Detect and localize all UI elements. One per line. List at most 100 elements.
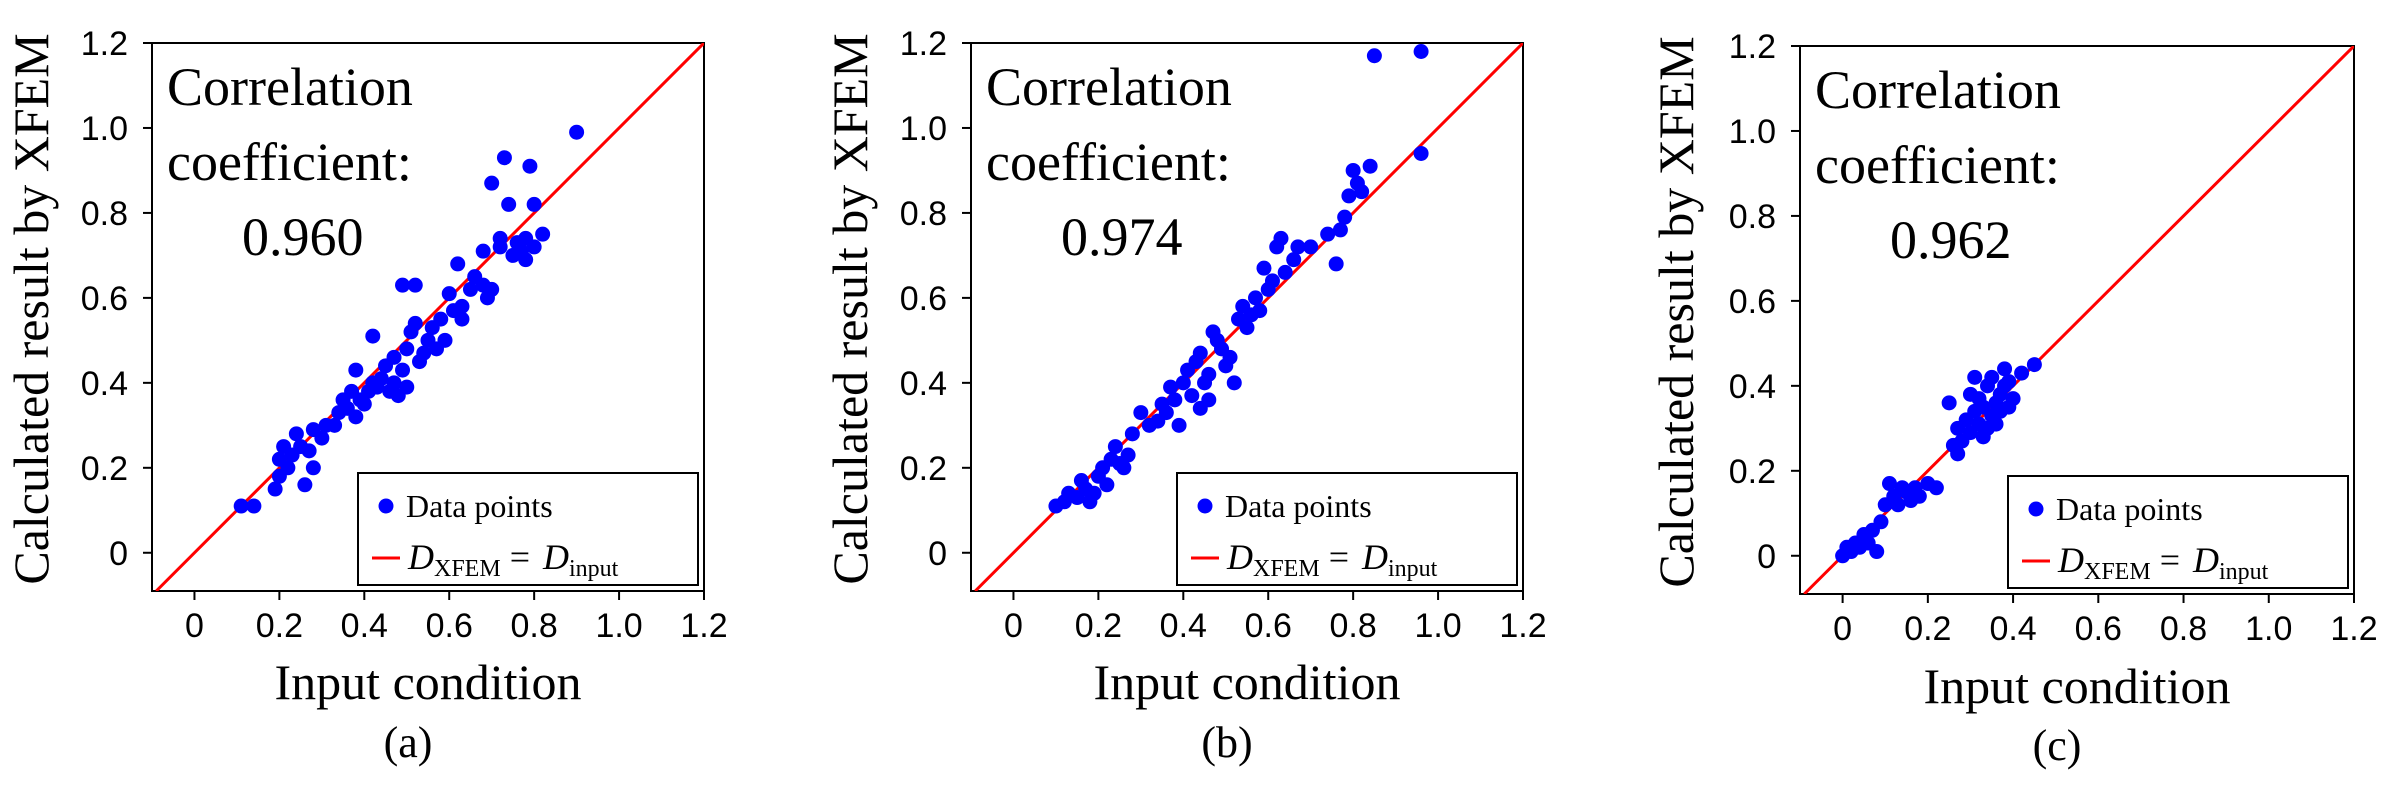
correlation-label: coefficient:: [1815, 135, 2060, 195]
x-axis-title: Input condition: [275, 654, 582, 710]
scatter-panel-b: 0 0.2 0.4 0.6 0.8 1.0 1.2 0 0.2 0.4 0.6 0.8 1.0 1.2 Co…: [822, 25, 1547, 767]
y-axis-title: Calculated result by XFEM: [1648, 36, 1704, 587]
y-tick-label: 1.0: [1729, 113, 1776, 151]
legend-box: [357, 472, 699, 586]
data-point: [348, 362, 364, 378]
x-tick-label: 0: [1833, 610, 1852, 648]
data-point: [1950, 446, 1966, 462]
data-point: [1997, 361, 2013, 377]
correlation-label: Correlation: [986, 57, 1232, 117]
data-point: [450, 256, 466, 272]
scatter-panel-a: 0 0.2 0.4 0.6 0.8 1.0 1.2 0 0.2 0.4 0.6 0.8 1.0 1.2 Co…: [3, 25, 728, 767]
data-point: [2026, 357, 2042, 373]
legend-box: [1176, 472, 1518, 586]
data-point: [1256, 260, 1272, 276]
x-tick-label: 0: [185, 607, 204, 645]
data-point: [526, 239, 542, 255]
data-point: [1941, 395, 1957, 411]
y-tick-label: 0.8: [1729, 198, 1776, 236]
data-point: [1277, 264, 1293, 280]
data-point: [399, 341, 415, 357]
legend-math-lhs-sub: XFEM: [1253, 556, 1320, 582]
y-tick-label: 0.4: [81, 365, 128, 403]
x-tick-label: 0.4: [341, 607, 388, 645]
data-point: [246, 498, 262, 514]
legend-math-rhs-sub: input: [1388, 556, 1438, 582]
data-point: [1911, 488, 1927, 504]
data-point: [1928, 480, 1944, 496]
x-tick-label: 0: [1004, 607, 1023, 645]
legend-math-eq: =: [1320, 537, 1358, 577]
data-point: [441, 286, 457, 302]
correlation-value: 0.974: [1061, 207, 1183, 267]
y-tick-label: 0.8: [900, 195, 947, 233]
correlation-label: Correlation: [167, 57, 413, 117]
data-point: [1286, 252, 1302, 268]
y-tick-label: 1.2: [900, 25, 947, 63]
data-point: [1984, 369, 2000, 385]
data-point: [1988, 416, 2004, 432]
data-point: [1890, 497, 1906, 513]
data-point: [1303, 239, 1319, 255]
x-tick-label: 0.2: [256, 607, 303, 645]
plot-frame: [151, 42, 705, 592]
data-point: [233, 498, 249, 514]
y-tick-label: 0: [1757, 538, 1776, 576]
data-point: [407, 315, 423, 331]
data-point: [1099, 477, 1115, 493]
data-point: [522, 158, 538, 174]
legend-label-line: DXFEM = Dinput: [1226, 537, 1438, 582]
y-tick-label: 0: [109, 535, 128, 573]
x-tick-label: 1.0: [2245, 610, 2292, 648]
correlation-label: coefficient:: [986, 132, 1231, 192]
correlation-value: 0.960: [242, 207, 364, 267]
data-point: [267, 481, 283, 497]
data-point: [1171, 417, 1187, 433]
legend-label-line: DXFEM = Dinput: [407, 537, 619, 582]
data-point: [1873, 514, 1889, 530]
data-point: [356, 396, 372, 412]
data-point: [1184, 388, 1200, 404]
y-tick-label: 0.2: [900, 450, 947, 488]
y-tick-label: 0.2: [1729, 453, 1776, 491]
data-point: [1273, 230, 1289, 246]
x-tick-label: 0.4: [1160, 607, 1207, 645]
data-point: [1163, 379, 1179, 395]
data-point: [365, 328, 381, 344]
plot-frame: [970, 42, 1524, 592]
x-tick-label: 1.2: [1499, 607, 1546, 645]
data-point: [1086, 485, 1102, 501]
x-tick-label: 1.2: [680, 607, 727, 645]
data-point: [1107, 439, 1123, 455]
legend-label-points: Data points: [2056, 491, 2203, 527]
y-tick-label: 0.4: [1729, 368, 1776, 406]
data-point: [1124, 426, 1140, 442]
data-point: [1881, 476, 1897, 492]
data-point: [526, 196, 542, 212]
x-tick-label: 1.0: [1414, 607, 1461, 645]
y-tick-label: 0.6: [900, 280, 947, 318]
data-point: [280, 460, 296, 476]
y-tick-label: 0.4: [900, 365, 947, 403]
x-tick-label: 0.2: [1075, 607, 1122, 645]
data-point: [2014, 365, 2030, 381]
data-point: [327, 417, 343, 433]
data-point: [1337, 209, 1353, 225]
x-tick-label: 1.0: [595, 607, 642, 645]
x-axis-title: Input condition: [1094, 654, 1401, 710]
legend-math-rhs-sub: input: [2219, 559, 2269, 585]
data-point: [1362, 158, 1378, 174]
legend-marker-points: [1197, 498, 1213, 514]
data-point: [454, 311, 470, 327]
legend-math-lhs: D: [407, 537, 434, 577]
x-axis-title: Input condition: [1924, 658, 2231, 714]
legend-math-rhs: D: [2192, 540, 2219, 580]
y-tick-label: 1.0: [81, 110, 128, 148]
plot-frame: [1799, 45, 2355, 595]
y-axis-title: Calculated result by XFEM: [822, 33, 878, 584]
correlation-label: Correlation: [1815, 60, 2061, 120]
data-point: [433, 311, 449, 327]
data-point: [492, 230, 508, 246]
